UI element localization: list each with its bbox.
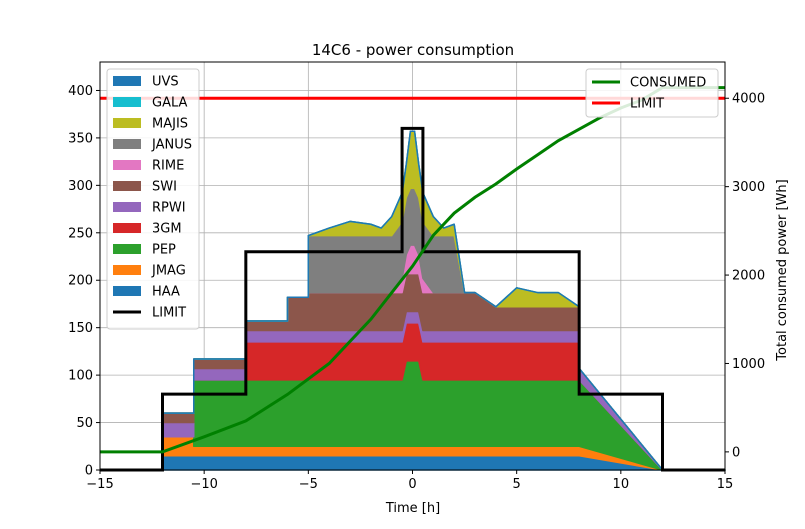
legend-label: PEP <box>152 243 176 258</box>
y-tick-label: 300 <box>68 179 93 194</box>
legend-swatch <box>113 160 141 170</box>
legend-label: CONSUMED <box>630 76 706 91</box>
legend-swatch <box>113 244 141 254</box>
legend-label: GALA <box>152 96 188 111</box>
legend-right: CONSUMED LIMIT <box>585 68 719 118</box>
y-tick-label: 0 <box>85 464 93 479</box>
legend-label: LIMIT <box>630 97 664 112</box>
legend-label: SWI <box>152 180 177 195</box>
y2-tick-label: 3000 <box>732 180 765 195</box>
x-tick-label: 5 <box>513 477 521 492</box>
ticks: −15 −10 −5 0 5 10 1505010015020025030035040001… <box>68 84 765 492</box>
legend-label: MAJIS <box>152 117 188 132</box>
y2-tick-label: 4000 <box>732 92 765 107</box>
chart-title: 14C6 - power consumption <box>312 41 514 59</box>
legend-label: HAA <box>152 285 180 300</box>
y-tick-label: 50 <box>76 416 93 431</box>
legend-left: UVS GALA MAJIS JANUS RIME SWI RPWI 3GM PEP JMAG HA… <box>106 68 200 330</box>
x-tick-label: −5 <box>299 477 318 492</box>
x-axis-label: Time [h] <box>385 501 440 516</box>
legend-swatch <box>113 265 141 275</box>
legend-swatch <box>113 139 141 149</box>
legend-label: 3GM <box>152 222 182 237</box>
legend-label: JMAG <box>151 264 186 279</box>
y-tick-label: 150 <box>68 321 93 336</box>
legend-label: RPWI <box>152 201 186 216</box>
legend-label: LIMIT <box>152 306 186 321</box>
limit-step-line <box>100 126 725 472</box>
x-tick-label: 15 <box>717 477 734 492</box>
x-tick-label: 0 <box>408 477 416 492</box>
stacked-areas <box>99 130 726 471</box>
y2-tick-label: 0 <box>732 445 740 460</box>
legend-left-box <box>106 68 200 330</box>
y-tick-label: 100 <box>68 369 93 384</box>
y-tick-label: 400 <box>68 84 93 99</box>
x-tick-label: 10 <box>613 477 630 492</box>
x-tick-label: −15 <box>86 477 113 492</box>
legend-swatch <box>113 286 141 296</box>
legend-swatch <box>113 202 141 212</box>
y2-axis-label: Total consumed power [Wh] <box>775 179 790 361</box>
y-tick-label: 250 <box>68 226 93 241</box>
x-tick-label: −10 <box>190 477 217 492</box>
legend-label: UVS <box>152 75 179 90</box>
legend-swatch <box>113 223 141 233</box>
y2-tick-label: 1000 <box>732 357 765 372</box>
legend-label: JANUS <box>151 138 192 153</box>
legend-label: RIME <box>152 159 184 174</box>
legend-swatch <box>113 76 141 86</box>
legend-swatch <box>113 97 141 107</box>
legend-swatch <box>113 181 141 191</box>
y-tick-label: 350 <box>68 131 93 146</box>
legend-swatch <box>113 118 141 128</box>
y-tick-label: 200 <box>68 274 93 289</box>
y2-tick-label: 2000 <box>732 269 765 284</box>
